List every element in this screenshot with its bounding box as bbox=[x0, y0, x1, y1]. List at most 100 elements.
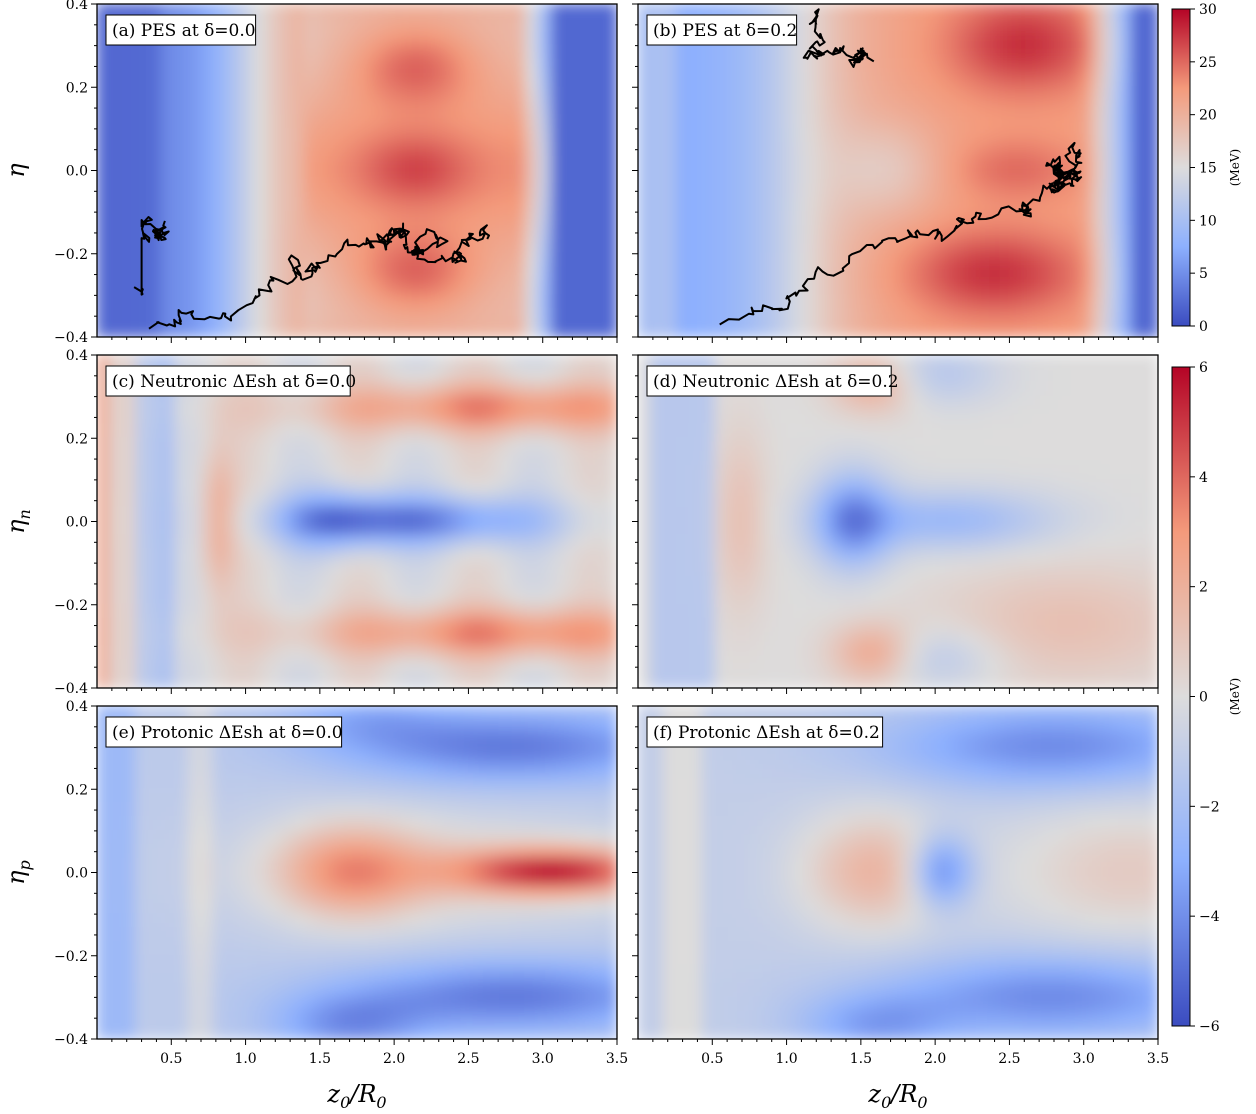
contour-cell bbox=[460, 72, 475, 89]
contour-cell bbox=[780, 155, 795, 172]
contour-cell bbox=[395, 16, 410, 33]
contour-cell bbox=[304, 940, 319, 957]
contour-cell bbox=[1118, 562, 1133, 578]
contour-cell bbox=[408, 395, 423, 412]
contour-cell bbox=[1144, 423, 1158, 440]
contour-cell bbox=[845, 16, 860, 33]
contour-cell bbox=[447, 355, 462, 370]
contour-cell bbox=[447, 760, 462, 777]
contour-cell bbox=[291, 857, 306, 874]
contour-cell bbox=[858, 197, 873, 214]
contour-cell bbox=[447, 732, 462, 749]
contour-cell bbox=[780, 589, 795, 606]
contour-cell bbox=[1118, 659, 1133, 676]
contour-cell bbox=[689, 280, 704, 297]
contour-cell bbox=[650, 603, 665, 620]
contour-cell bbox=[97, 72, 111, 89]
contour-cell bbox=[317, 927, 332, 943]
contour-cell bbox=[265, 238, 280, 255]
contour-cell bbox=[213, 746, 228, 763]
contour-cell bbox=[1001, 506, 1016, 523]
contour-cell bbox=[408, 746, 423, 763]
contour-cell bbox=[382, 802, 397, 818]
contour-cell bbox=[395, 520, 410, 537]
contour-cell bbox=[499, 871, 514, 888]
contour-cell bbox=[252, 451, 267, 467]
contour-cell bbox=[650, 589, 665, 606]
contour-cell bbox=[962, 465, 977, 481]
contour-cell bbox=[538, 114, 553, 130]
contour-cell bbox=[962, 659, 977, 676]
contour-cell bbox=[1014, 548, 1029, 565]
contour-cell bbox=[239, 802, 254, 818]
contour-cell bbox=[603, 155, 617, 172]
contour-cell bbox=[97, 982, 111, 999]
contour-cell bbox=[486, 381, 501, 398]
contour-cell bbox=[408, 30, 423, 47]
contour-cell bbox=[421, 871, 436, 888]
contour-cell bbox=[460, 940, 475, 957]
contour-cell bbox=[923, 603, 938, 620]
contour-cell bbox=[252, 322, 267, 337]
contour-cell bbox=[715, 673, 730, 688]
contour-cell bbox=[525, 30, 540, 47]
contour-cell bbox=[187, 492, 202, 509]
contour-cell bbox=[728, 141, 743, 158]
contour-cell bbox=[728, 395, 743, 412]
contour-cell bbox=[135, 72, 150, 89]
contour-cell bbox=[109, 645, 124, 662]
contour-cell bbox=[486, 465, 501, 481]
contour-cell bbox=[239, 829, 254, 846]
contour-cell bbox=[663, 86, 678, 103]
contour-cell bbox=[304, 86, 319, 103]
contour-cell bbox=[148, 169, 163, 186]
contour-cell bbox=[845, 673, 860, 688]
contour-cell bbox=[395, 774, 410, 791]
contour-cell bbox=[161, 506, 176, 523]
contour-cell bbox=[97, 437, 111, 454]
contour-cell bbox=[135, 1010, 150, 1027]
contour-cell bbox=[603, 100, 617, 116]
contour-cell bbox=[1118, 127, 1133, 144]
contour-cell bbox=[161, 645, 176, 662]
contour-cell bbox=[923, 589, 938, 606]
contour-cell bbox=[1053, 451, 1068, 467]
contour-cell bbox=[884, 155, 899, 172]
contour-cell bbox=[382, 409, 397, 426]
contour-cell bbox=[278, 280, 293, 297]
contour-cell bbox=[382, 322, 397, 337]
contour-cell bbox=[832, 478, 847, 495]
contour-cell bbox=[122, 72, 137, 89]
contour-cell bbox=[109, 617, 124, 634]
contour-cell bbox=[551, 576, 566, 592]
contour-cell bbox=[239, 659, 254, 676]
contour-cell bbox=[278, 423, 293, 440]
contour-cell bbox=[421, 802, 436, 818]
contour-cell bbox=[369, 266, 384, 283]
contour-cell bbox=[1066, 44, 1081, 61]
contour-cell bbox=[408, 829, 423, 846]
contour-cell bbox=[252, 816, 267, 832]
contour-cell bbox=[395, 86, 410, 103]
contour-cell bbox=[356, 423, 371, 440]
contour-cell bbox=[538, 4, 553, 19]
contour-cell bbox=[395, 252, 410, 269]
contour-cell bbox=[1105, 183, 1120, 200]
contour-cell bbox=[884, 423, 899, 440]
contour-cell bbox=[499, 603, 514, 620]
contour-cell bbox=[304, 857, 319, 874]
contour-cell bbox=[512, 197, 527, 214]
contour-cell bbox=[949, 100, 964, 116]
contour-cell bbox=[421, 100, 436, 116]
contour-cell bbox=[754, 506, 769, 523]
contour-cell bbox=[910, 617, 925, 634]
contour-cell bbox=[512, 645, 527, 662]
contour-cell bbox=[226, 395, 241, 412]
contour-cell bbox=[525, 437, 540, 454]
contour-cell bbox=[499, 940, 514, 957]
contour-cell bbox=[1118, 322, 1133, 337]
contour-cell bbox=[1118, 100, 1133, 116]
contour-cell bbox=[923, 183, 938, 200]
contour-cell bbox=[434, 211, 449, 227]
contour-cell bbox=[213, 437, 228, 454]
